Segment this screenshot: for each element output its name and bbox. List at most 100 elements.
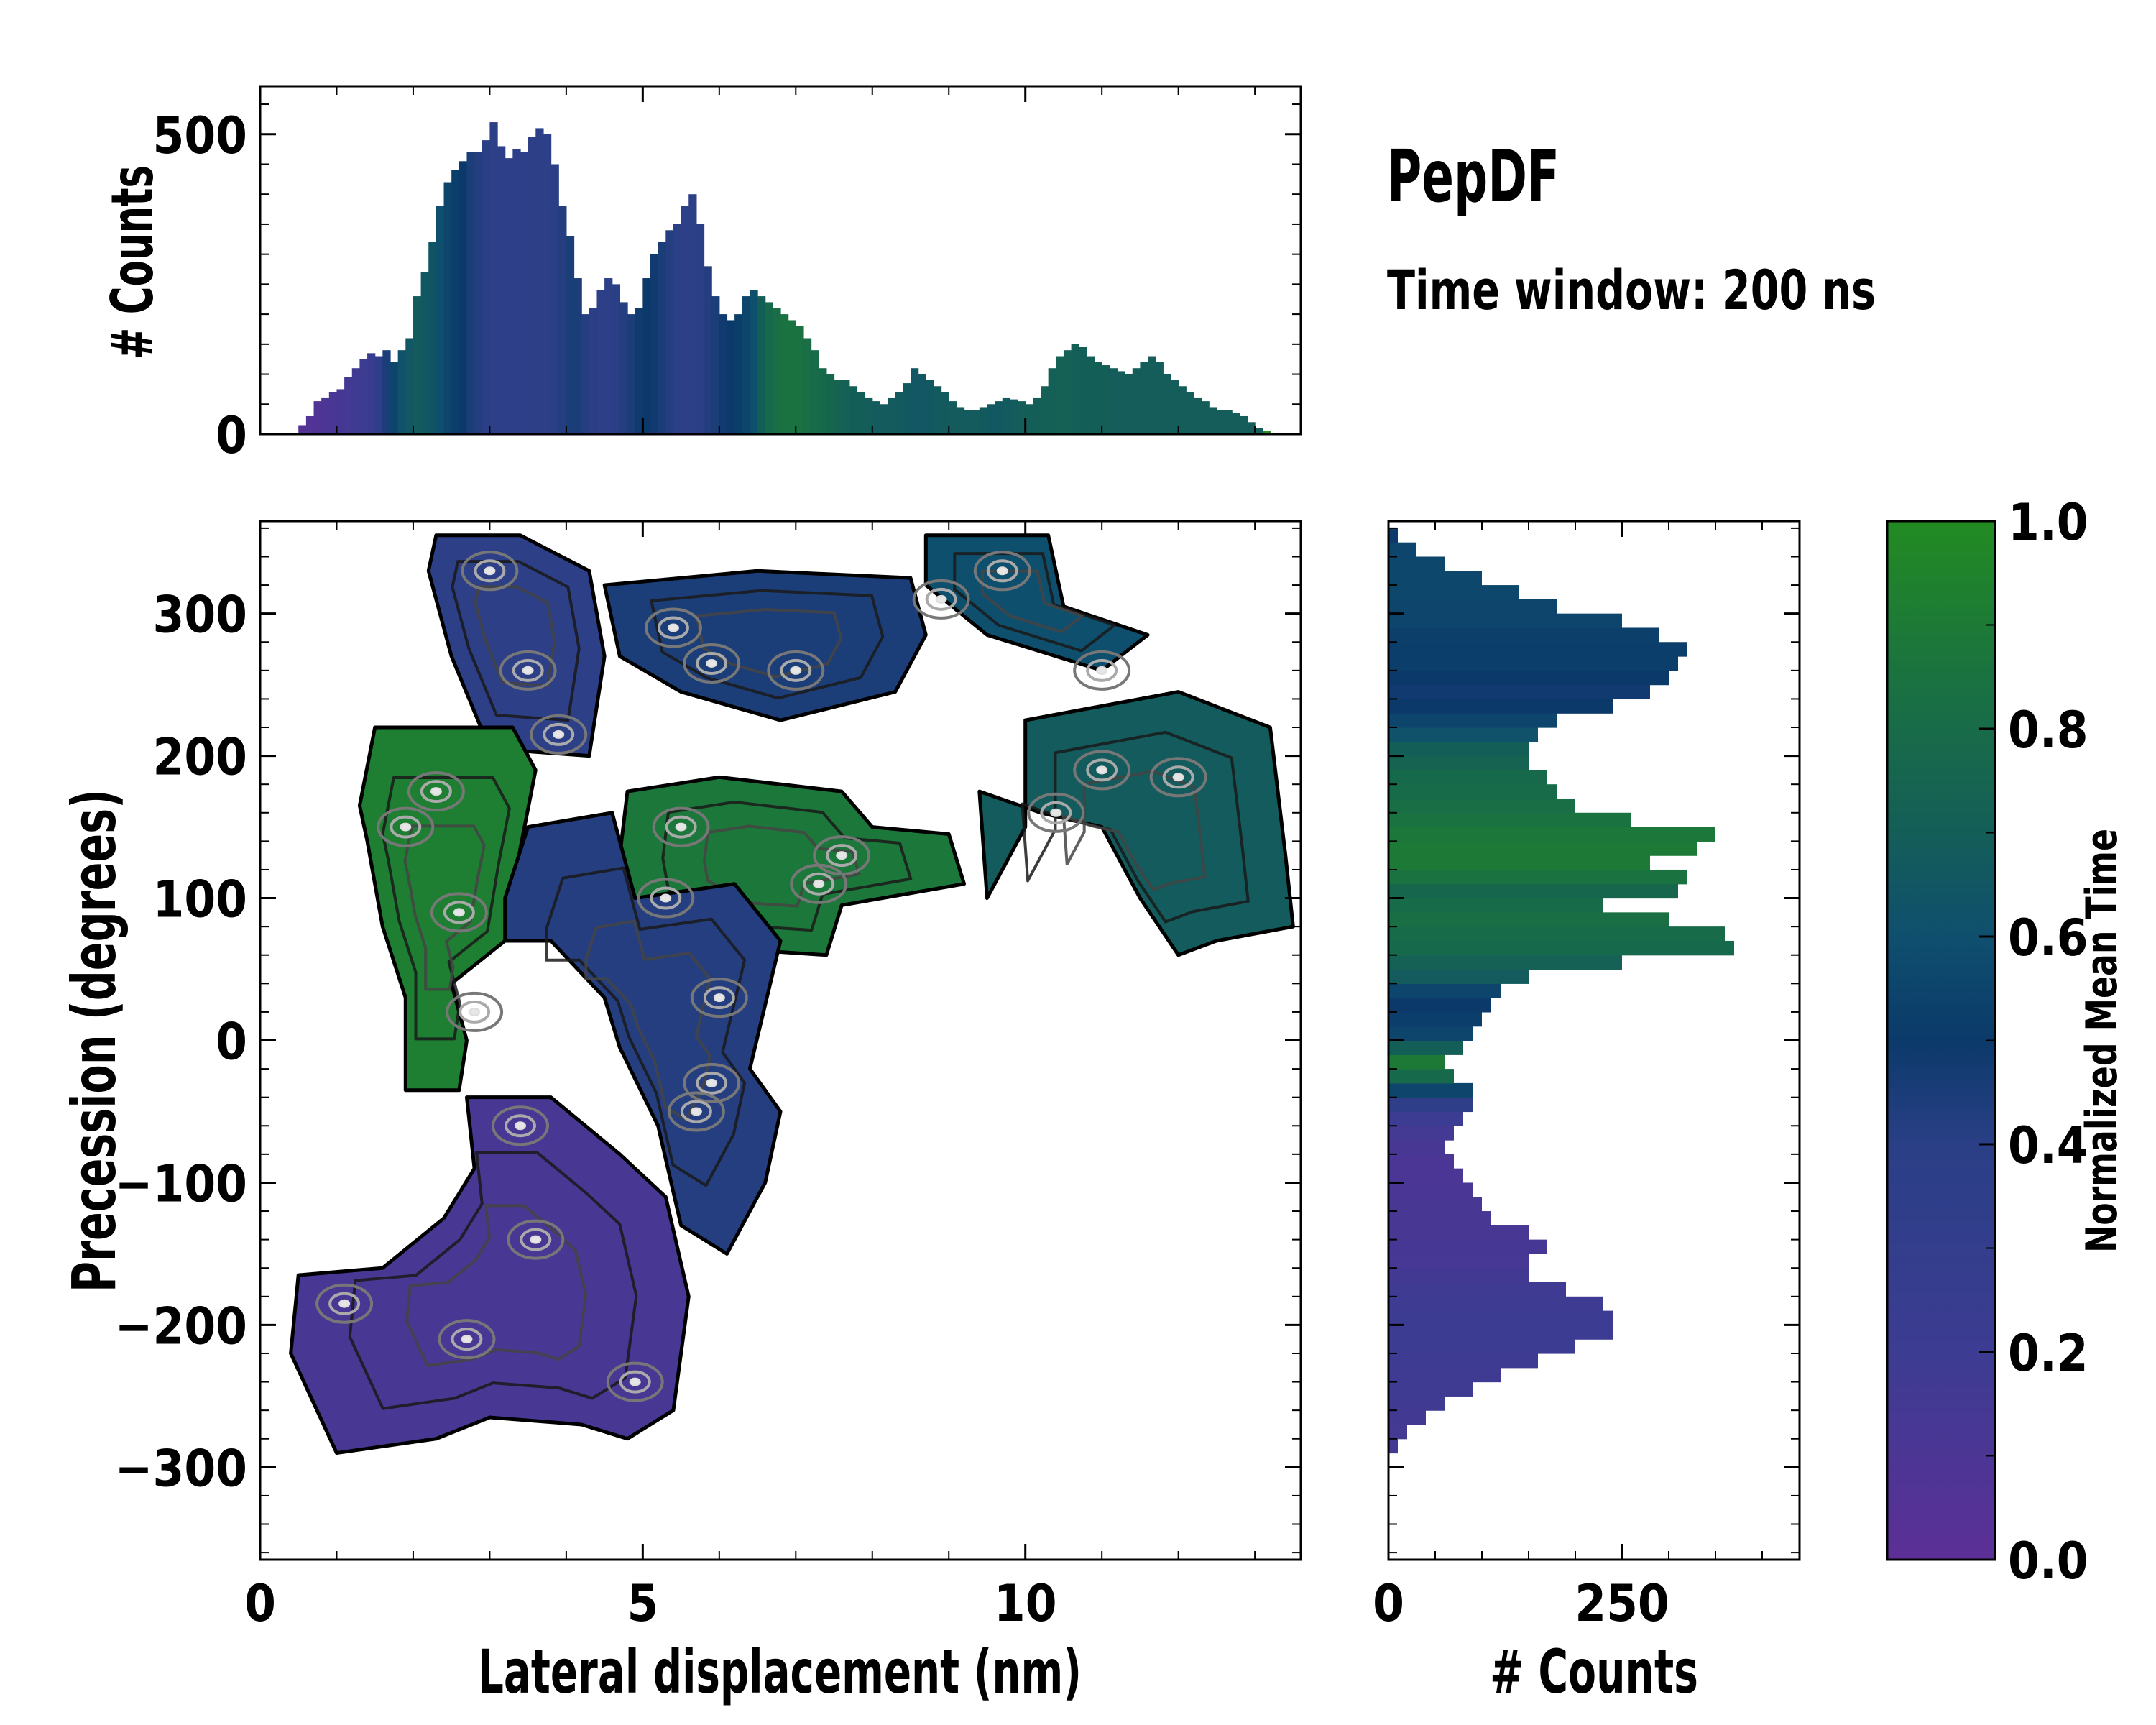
top-histogram-bar	[1071, 344, 1079, 434]
right-histogram-bar	[1388, 741, 1529, 757]
right-histogram-bar	[1388, 827, 1715, 842]
heatmap-peak-contour	[696, 651, 728, 675]
heatmap-peak-contour	[390, 815, 422, 839]
top-histogram-bar	[359, 359, 368, 434]
heatmap-peak-contour	[644, 607, 702, 648]
top-histogram-bar	[558, 206, 567, 434]
colorbar-ticks: 0.0 0.2 0.4 0.6 0.8 1.0	[1979, 493, 2088, 1591]
heatmap-peak	[530, 1235, 542, 1244]
heatmap-peak	[706, 658, 718, 668]
heatmap-peak-contour	[973, 551, 1031, 592]
top-histogram-bar	[1048, 368, 1056, 434]
top-histogram-bar	[505, 158, 513, 434]
heatmap-ytick-label: 200	[153, 728, 247, 787]
heatmap-peak-contour	[1162, 765, 1194, 789]
top-histogram-bar	[604, 278, 613, 434]
top-histogram-bar	[374, 356, 383, 434]
colorbar-tick-label: 0.4	[2008, 1116, 2088, 1175]
top-histogram-bar	[443, 182, 452, 434]
heatmap-region	[503, 811, 783, 1256]
heatmap-peak-contour	[667, 1091, 725, 1132]
top-histogram-bar	[895, 392, 903, 434]
heatmap-region	[602, 569, 928, 722]
right-histogram-bar	[1388, 1182, 1473, 1197]
heatmap-peak-contour	[803, 872, 835, 896]
right-histogram-bar	[1388, 699, 1613, 714]
top-histogram-bar	[665, 230, 674, 434]
right-histogram-bars	[1388, 528, 1734, 1454]
right-histogram-bar	[1388, 869, 1687, 885]
heatmap-region	[426, 533, 607, 758]
top-histogram-bar	[596, 290, 605, 434]
heatmap-xtick-label: 0	[244, 1574, 276, 1633]
top-histogram-bar	[1224, 410, 1233, 434]
heatmap-peak-contour	[520, 1228, 552, 1251]
right-histogram-bar	[1388, 1254, 1529, 1269]
top-histogram-bar	[979, 407, 988, 434]
top-histogram-bar	[704, 266, 712, 434]
heatmap-peak-contour	[1073, 650, 1131, 691]
right-histogram-bar	[1388, 1268, 1529, 1283]
top-histogram-bar	[1056, 356, 1064, 434]
heatmap-contour	[1061, 770, 1207, 891]
top-histogram-bar	[688, 194, 697, 434]
heatmap-peak-contour	[461, 551, 519, 592]
heatmap-peak-contour	[683, 1062, 741, 1103]
heatmap-peak	[790, 666, 802, 675]
heatmap-peak-contour	[1027, 792, 1085, 833]
right-histogram-bar	[1388, 642, 1687, 657]
top-histogram-bar	[298, 425, 307, 434]
right-histogram-bar	[1388, 1097, 1473, 1113]
top-histogram-bar	[1171, 380, 1179, 434]
top-histogram-bar	[635, 308, 643, 434]
heatmap-peak-contour	[1073, 750, 1131, 791]
top-histogram-bar	[880, 404, 888, 434]
right-histogram-bar	[1388, 969, 1529, 984]
top-histogram-bar	[857, 392, 865, 434]
right-histogram-bar	[1388, 798, 1575, 814]
heatmap-peak	[706, 1078, 718, 1087]
top-histogram-bar	[650, 254, 659, 434]
heatmap-peak	[515, 1121, 526, 1131]
top-histogram-bar	[489, 122, 498, 434]
top-histogram-bar	[466, 152, 475, 435]
right-histogram-bar	[1388, 542, 1416, 558]
top-histogram-bar	[903, 383, 911, 434]
right-histogram-bar	[1388, 1367, 1501, 1383]
top-histogram-bar	[849, 386, 858, 434]
heatmap-contour	[381, 776, 511, 1041]
top-ytick-label: 0	[216, 406, 247, 465]
top-histogram-bar	[420, 272, 429, 434]
top-histogram-bar	[313, 401, 322, 434]
top-histogram-bar	[351, 368, 361, 434]
heatmap-peak-contour	[657, 616, 689, 640]
right-histogram-bar	[1388, 1325, 1613, 1340]
heatmap-peak	[338, 1299, 351, 1308]
top-histogram-bar	[573, 278, 582, 434]
main-heatmap: 0 5 10 −300 −200 −100 0 100 200 300 Lateral displ…	[59, 520, 1302, 1707]
right-histogram-bar	[1388, 770, 1547, 785]
right-histogram-bar	[1388, 1168, 1463, 1184]
top-histogram-bar	[796, 326, 804, 434]
colorbar-tick-label: 0.0	[2008, 1532, 2088, 1591]
top-histogram-bar	[1010, 399, 1018, 434]
top-histogram-bar	[711, 296, 720, 434]
right-histogram-bar	[1388, 1140, 1445, 1155]
heatmap-ytick-label: 100	[153, 870, 247, 929]
heatmap-peak	[453, 908, 465, 917]
top-histogram-bar	[305, 415, 315, 434]
top-histogram-bar	[451, 170, 460, 435]
colorbar-fill	[1886, 520, 1996, 1561]
top-histogram-bar	[888, 397, 896, 434]
heatmap-peak-contour	[826, 844, 858, 868]
right-xtick-label: 250	[1575, 1574, 1669, 1633]
heatmap-peak-contour	[683, 643, 741, 684]
right-histogram-bar	[1388, 1310, 1613, 1325]
top-histogram-bar	[972, 410, 980, 434]
heatmap-contour	[403, 824, 486, 991]
heatmap-peak	[629, 1377, 641, 1386]
right-histogram-bar	[1388, 926, 1725, 942]
top-histogram-bar	[619, 302, 628, 434]
right-xtick-label: 0	[1373, 1574, 1404, 1633]
